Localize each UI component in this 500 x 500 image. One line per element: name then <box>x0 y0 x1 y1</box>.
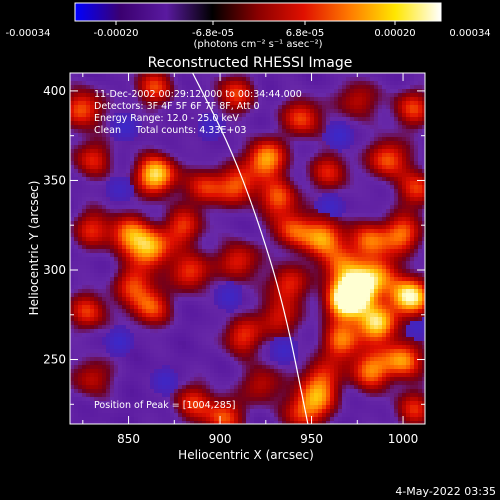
x-tick-label: 950 <box>300 432 323 446</box>
colorbar: -0.00034 -0.00020 -6.8e-05 6.8e-05 0.00020 0.… <box>6 2 491 50</box>
colorbar-tick-label: -0.00034 <box>6 28 51 39</box>
colorbar-tick-label: 6.8e-05 <box>286 28 324 39</box>
info-line-energy: Energy Range: 12.0 - 25.0 keV <box>94 113 239 124</box>
colorbar-ticks: -0.00034 -0.00020 -6.8e-05 6.8e-05 0.00020 0.… <box>6 21 491 39</box>
plot-frame <box>69 72 426 425</box>
x-axis-label: Heliocentric X (arcsec) <box>178 448 314 462</box>
y-tick-label: 350 <box>43 173 66 187</box>
x-tick-label: 1000 <box>388 432 419 446</box>
y-tick-label: 400 <box>43 84 66 98</box>
colorbar-unit-label: (photons cm⁻² s⁻¹ asec⁻²) <box>193 39 322 50</box>
plot-title: Reconstructed RHESSI Image <box>148 55 353 71</box>
x-tick-label: 850 <box>117 432 140 446</box>
x-tick-label: 900 <box>209 432 232 446</box>
colorbar-gradient <box>75 3 441 21</box>
y-tick-label: 250 <box>43 353 66 367</box>
info-line-time: 11-Dec-2002 00:29:12.000 to 00:34:44.000 <box>94 89 302 100</box>
colorbar-frame <box>74 2 442 22</box>
footer-timestamp: 4-May-2022 03:35 <box>395 485 496 498</box>
solar-limb-curve <box>192 73 309 424</box>
colorbar-tick-label: -0.00020 <box>94 28 139 39</box>
colorbar-tick-label: -6.8e-05 <box>192 28 234 39</box>
peak-position-label: Position of Peak = [1004,285] <box>94 400 235 411</box>
axis-ticks: 850 900 950 1000 250 300 350 400 <box>43 73 425 446</box>
colorbar-tick-label: 0.00034 <box>449 28 490 39</box>
y-axis-label: Heliocentric Y (arcsec) <box>27 181 41 316</box>
heatmap-image <box>70 73 425 424</box>
info-line-detectors: Detectors: 3F 4F 5F 6F 7F 8F, Att 0 <box>94 101 260 112</box>
info-line-counts: Clean Total counts: 4.33E+03 <box>94 125 246 136</box>
info-text: 11-Dec-2002 00:29:12.000 to 00:34:44.000… <box>94 89 302 136</box>
y-tick-label: 300 <box>43 263 66 277</box>
colorbar-tick-label: 0.00020 <box>374 28 415 39</box>
